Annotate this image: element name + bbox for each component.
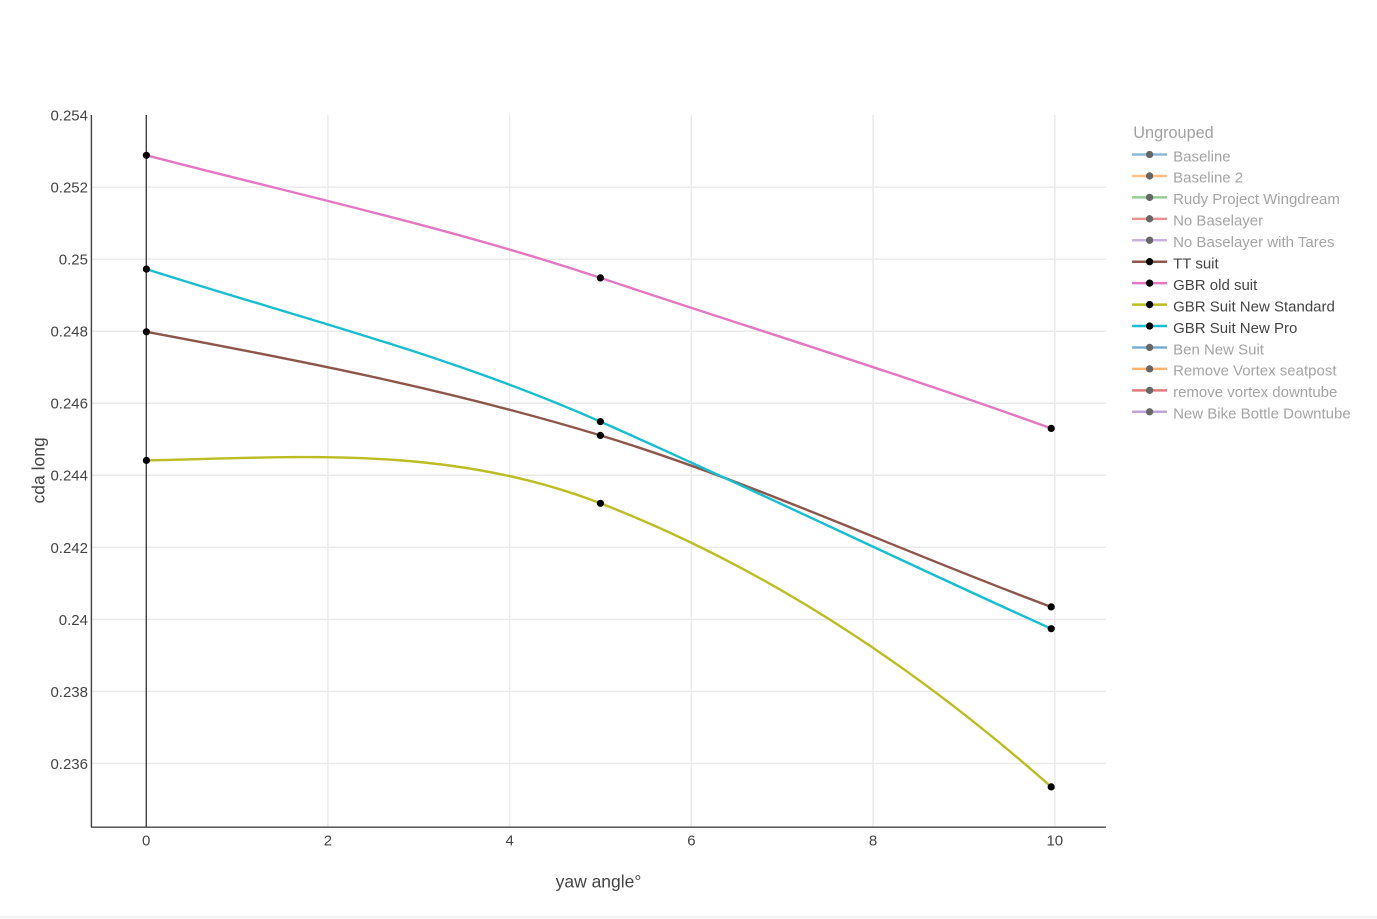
- svg-text:2: 2: [324, 833, 332, 850]
- svg-text:0.238: 0.238: [50, 684, 88, 701]
- svg-text:No Baselayer: No Baselayer: [1173, 213, 1263, 230]
- svg-text:0.252: 0.252: [50, 180, 88, 197]
- svg-text:6: 6: [687, 833, 695, 850]
- svg-text:New Bike Bottle Downtube: New Bike Bottle Downtube: [1173, 406, 1351, 423]
- svg-text:0.25: 0.25: [59, 252, 88, 269]
- svg-text:GBR Suit New Standard: GBR Suit New Standard: [1173, 298, 1335, 315]
- svg-text:GBR Suit New Pro: GBR Suit New Pro: [1173, 320, 1297, 337]
- svg-text:0.254: 0.254: [50, 108, 88, 125]
- svg-text:Ungrouped: Ungrouped: [1133, 124, 1213, 142]
- svg-text:0.242: 0.242: [50, 540, 88, 557]
- svg-text:remove vortex downtube: remove vortex downtube: [1173, 384, 1337, 401]
- svg-text:8: 8: [869, 833, 877, 850]
- svg-text:Ben New Suit: Ben New Suit: [1173, 341, 1265, 358]
- svg-text:0.246: 0.246: [50, 396, 88, 413]
- svg-text:Remove Vortex seatpost: Remove Vortex seatpost: [1173, 363, 1337, 380]
- svg-text:4: 4: [505, 833, 513, 850]
- svg-text:0.248: 0.248: [50, 324, 88, 341]
- svg-text:0: 0: [142, 833, 150, 850]
- svg-text:cda long: cda long: [29, 437, 49, 503]
- svg-text:0.244: 0.244: [50, 468, 88, 485]
- svg-text:Baseline: Baseline: [1173, 148, 1231, 165]
- svg-text:0.236: 0.236: [50, 756, 88, 773]
- svg-text:Baseline 2: Baseline 2: [1173, 170, 1243, 187]
- svg-text:No Baselayer with Tares: No Baselayer with Tares: [1173, 234, 1334, 251]
- svg-text:TT suit: TT suit: [1173, 256, 1219, 273]
- svg-text:yaw angle°: yaw angle°: [556, 872, 642, 892]
- svg-text:10: 10: [1046, 833, 1063, 850]
- svg-text:GBR old suit: GBR old suit: [1173, 277, 1258, 294]
- svg-text:Rudy Project Wingdream: Rudy Project Wingdream: [1173, 191, 1340, 208]
- svg-text:0.24: 0.24: [59, 612, 88, 629]
